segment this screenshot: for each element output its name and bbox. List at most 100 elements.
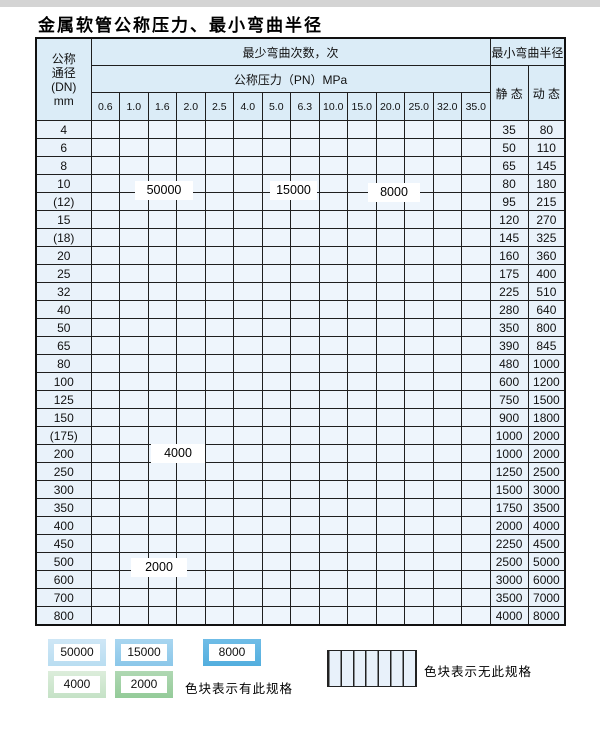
pressure-col-header: 20.0 [375, 92, 405, 121]
dn-header-line: (DN) [51, 79, 77, 94]
region-label-50000: 50000 [135, 181, 193, 200]
table-row: 40 280 640 [35, 300, 566, 319]
spec-cell-15000 [261, 138, 291, 157]
spec-cell-50000 [147, 138, 177, 157]
spec-cell-2000 [204, 498, 234, 517]
spec-cell-none [347, 606, 377, 626]
spec-cell-4000 [204, 372, 234, 391]
spec-cell-4000 [119, 426, 149, 445]
table-row: 32 225 510 [35, 282, 566, 301]
spec-cell-none [261, 516, 291, 535]
spec-cell-2000 [147, 498, 177, 517]
spec-cell-none [432, 210, 462, 229]
spec-cell-4000 [176, 372, 206, 391]
spec-cell-none [318, 462, 348, 481]
spec-cell-15000 [318, 156, 348, 175]
spec-cell-15000 [290, 120, 320, 139]
bend-times-header: 最少弯曲次数，次 [90, 37, 491, 66]
spec-cell-none [404, 588, 434, 607]
spec-cell-4000 [176, 462, 206, 481]
spec-cell-50000 [90, 246, 120, 265]
spec-cell-4000 [204, 390, 234, 409]
spec-cell-8000 [347, 210, 377, 229]
spec-cell-50000 [176, 138, 206, 157]
spec-cell-4000 [233, 444, 263, 463]
legend-swatch-4000: 4000 [48, 671, 106, 698]
spec-cell-2000 [119, 606, 149, 626]
spec-cell-none [375, 300, 405, 319]
legend-swatch-label: 8000 [209, 644, 255, 661]
spec-cell-15000 [318, 210, 348, 229]
spec-cell-none [404, 408, 434, 427]
spec-cell-50000 [90, 192, 120, 211]
spec-cell-50000 [147, 156, 177, 175]
spec-cell-4000 [233, 408, 263, 427]
spec-cell-4000 [204, 444, 234, 463]
spec-cell-none [233, 588, 263, 607]
spec-cell-none [432, 228, 462, 247]
spec-cell-8000 [233, 354, 263, 373]
spec-cell-50000 [204, 120, 234, 139]
legend-no-spec-swatch [327, 650, 417, 687]
spec-cell-50000 [204, 210, 234, 229]
spec-cell-none [347, 408, 377, 427]
spec-cell-none [375, 318, 405, 337]
spec-cell-none [290, 408, 320, 427]
pressure-col-header: 10.0 [318, 92, 348, 121]
spec-cell-none [461, 246, 491, 265]
dynamic-radius-cell: 7000 [527, 588, 566, 607]
spec-cell-none [204, 588, 234, 607]
spec-cell-50000 [176, 246, 206, 265]
dynamic-radius-cell: 110 [527, 138, 566, 157]
spec-cell-none [290, 426, 320, 445]
spec-cell-none [404, 444, 434, 463]
spec-cell-4000 [204, 408, 234, 427]
spec-cell-15000 [290, 228, 320, 247]
static-radius-cell: 750 [489, 390, 529, 409]
dynamic-radius-cell: 510 [527, 282, 566, 301]
spec-cell-none [261, 588, 291, 607]
spec-cell-none [347, 498, 377, 517]
spec-cell-4000 [204, 462, 234, 481]
spec-cell-15000 [233, 300, 263, 319]
spec-cell-4000 [90, 408, 120, 427]
spec-cell-4000 [90, 390, 120, 409]
spec-cell-4000 [90, 444, 120, 463]
spec-cell-15000 [233, 336, 263, 355]
dn-cell: 800 [35, 606, 92, 626]
spec-cell-2000 [147, 516, 177, 535]
spec-cell-8000 [375, 120, 405, 139]
table-row: 400 2000 4000 [35, 516, 566, 535]
dynamic-radius-cell: 2000 [527, 426, 566, 445]
spec-cell-none [347, 552, 377, 571]
spec-cell-15000 [233, 210, 263, 229]
spec-cell-none [432, 372, 462, 391]
spec-cell-50000 [119, 336, 149, 355]
spec-cell-2000 [119, 516, 149, 535]
spec-cell-15000 [233, 174, 263, 193]
table-row: (18) 145 325 [35, 228, 566, 247]
spec-cell-15000 [233, 246, 263, 265]
spec-cell-none [461, 462, 491, 481]
dynamic-radius-cell: 1800 [527, 408, 566, 427]
spec-cell-none [290, 570, 320, 589]
static-radius-cell: 225 [489, 282, 529, 301]
spec-cell-50000 [204, 300, 234, 319]
spec-cell-15000 [261, 228, 291, 247]
spec-cell-none [375, 282, 405, 301]
spec-cell-none [404, 228, 434, 247]
spec-cell-8000 [347, 120, 377, 139]
legend-swatch-label: 15000 [121, 644, 167, 661]
spec-cell-none [318, 480, 348, 499]
legend-swatch-label: 2000 [121, 676, 167, 693]
spec-cell-8000 [347, 156, 377, 175]
spec-cell-50000 [204, 192, 234, 211]
spec-cell-15000 [290, 246, 320, 265]
spec-cell-none [233, 534, 263, 553]
spec-cell-15000 [204, 318, 234, 337]
spec-cell-15000 [204, 354, 234, 373]
spec-cell-none [347, 480, 377, 499]
spec-cell-50000 [119, 156, 149, 175]
dn-cell: 20 [35, 246, 92, 265]
